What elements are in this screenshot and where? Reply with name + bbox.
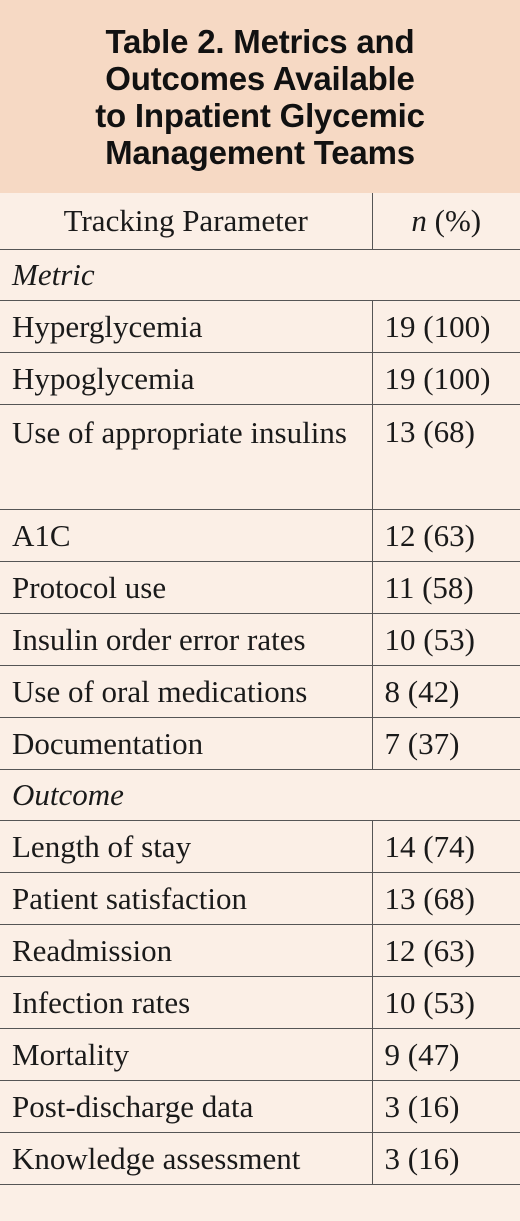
value-cell: 3 (16) — [371, 1132, 520, 1185]
table-row: Hypoglycemia 19 (100) — [0, 352, 520, 405]
value-cell: 10 (53) — [371, 613, 520, 666]
table-row: Use of appropriate insulins 13 (68) — [0, 404, 520, 510]
table-row: A1C 12 (63) — [0, 509, 520, 562]
value-cell: 19 (100) — [371, 352, 520, 405]
section-label: Outcome — [0, 769, 520, 821]
header-percent: (%) — [426, 203, 482, 238]
value-cell: 9 (47) — [371, 1028, 520, 1081]
table-row: Protocol use 11 (58) — [0, 561, 520, 614]
value-cell: 7 (37) — [371, 717, 520, 770]
parameter-cell: Insulin order error rates — [0, 613, 372, 666]
table-row: Post-discharge data 3 (16) — [0, 1080, 520, 1133]
value-cell: 3 (16) — [371, 1080, 520, 1133]
header-n: n — [411, 203, 427, 238]
table-body: Metric Hyperglycemia 19 (100) Hypoglycem… — [0, 249, 520, 1185]
parameter-cell: Use of oral medications — [0, 665, 372, 718]
header-n-percent: n (%) — [371, 193, 520, 250]
table-title: Table 2. Metrics and Outcomes Available … — [95, 22, 425, 171]
value-cell: 19 (100) — [371, 300, 520, 353]
section-row-outcome: Outcome — [0, 769, 520, 821]
table-row: Use of oral medications 8 (42) — [0, 665, 520, 718]
parameter-cell: Infection rates — [0, 976, 372, 1029]
header-tracking-parameter: Tracking Parameter — [0, 193, 372, 250]
parameter-cell: Hypoglycemia — [0, 352, 372, 405]
parameter-cell: Protocol use — [0, 561, 372, 614]
value-cell: 11 (58) — [371, 561, 520, 614]
table-row: Documentation 7 (37) — [0, 717, 520, 770]
parameter-cell: A1C — [0, 509, 372, 562]
value-cell: 10 (53) — [371, 976, 520, 1029]
value-cell: 12 (63) — [371, 509, 520, 562]
section-row-metric: Metric — [0, 249, 520, 301]
parameter-cell: Knowledge assessment — [0, 1132, 372, 1185]
table-row: Insulin order error rates 10 (53) — [0, 613, 520, 666]
value-cell: 14 (74) — [371, 820, 520, 873]
table-row: Readmission 12 (63) — [0, 924, 520, 977]
parameter-cell: Readmission — [0, 924, 372, 977]
parameter-cell: Hyperglycemia — [0, 300, 372, 353]
table-row: Patient satisfaction 13 (68) — [0, 872, 520, 925]
parameter-cell: Length of stay — [0, 820, 372, 873]
parameter-cell: Post-discharge data — [0, 1080, 372, 1133]
value-cell: 12 (63) — [371, 924, 520, 977]
header-row: Tracking Parameter n (%) — [0, 193, 520, 250]
parameter-cell: Patient satisfaction — [0, 872, 372, 925]
table-row: Hyperglycemia 19 (100) — [0, 300, 520, 353]
value-cell: 8 (42) — [371, 665, 520, 718]
table-row: Infection rates 10 (53) — [0, 976, 520, 1029]
value-cell: 13 (68) — [371, 872, 520, 925]
parameter-cell: Documentation — [0, 717, 372, 770]
parameter-cell: Use of appropriate insulins — [0, 404, 372, 510]
title-band: Table 2. Metrics and Outcomes Available … — [0, 0, 520, 193]
table-row: Mortality 9 (47) — [0, 1028, 520, 1081]
parameter-cell: Mortality — [0, 1028, 372, 1081]
table-row: Knowledge assessment 3 (16) — [0, 1132, 520, 1185]
table-row: Length of stay 14 (74) — [0, 820, 520, 873]
metrics-table: Tracking Parameter n (%) Metric Hypergly… — [0, 193, 520, 1185]
value-cell: 13 (68) — [371, 404, 520, 510]
section-label: Metric — [0, 249, 520, 301]
